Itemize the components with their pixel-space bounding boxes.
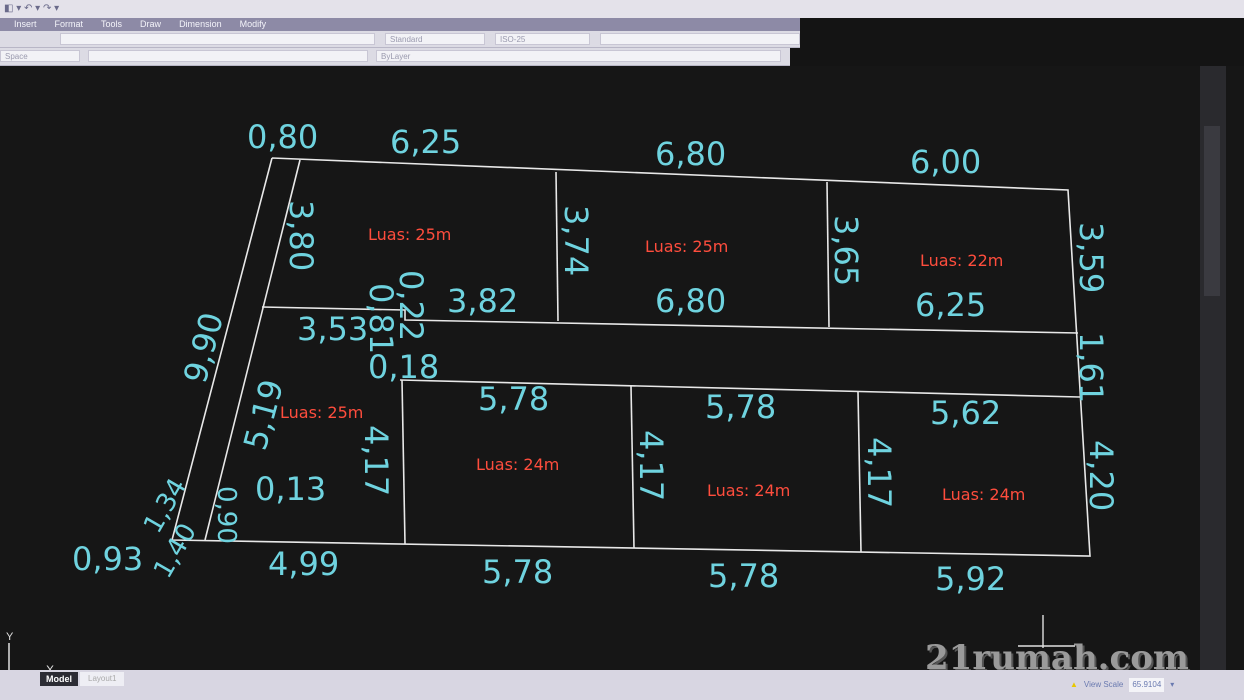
dimension-label: 5,92	[935, 560, 1006, 598]
dimension-label: 0,22	[392, 270, 430, 341]
dimension-label: 4,17	[860, 437, 898, 508]
toolbar-row-1: Standard ISO-25	[0, 31, 800, 48]
dimension-label: 0,80	[247, 118, 318, 156]
dim-style-select[interactable]: ISO-25	[495, 33, 590, 45]
lot-area-label: Luas: 25m	[645, 237, 728, 256]
ucs-y-label: Y	[6, 631, 14, 643]
quick-access-icons[interactable]: ◧ ▾ ↶ ▾ ↷ ▾	[4, 3, 60, 14]
text-style-select[interactable]: Standard	[385, 33, 485, 45]
view-scale-label: View Scale	[1083, 680, 1124, 689]
drawing-canvas[interactable]: 0,80 6,25 6,80 6,00 3,80 3,74 3,65 3,59 …	[0, 66, 1244, 670]
lot-area-label: Luas: 24m	[707, 481, 790, 500]
lot-area-label: Luas: 25m	[280, 403, 363, 422]
dimension-label: 0,81	[362, 283, 400, 354]
dimension-label: 3,74	[557, 205, 595, 276]
dimension-label: 6,00	[910, 143, 981, 181]
status-bar: Model Layout1 ▲ View Scale 65.9104 ▾	[0, 670, 1244, 700]
dimension-label: 3,65	[827, 215, 865, 286]
toolbar-row-2: Space ByLayer	[0, 48, 790, 66]
dimension-label: 5,78	[482, 553, 553, 591]
menu-insert[interactable]: Insert	[14, 19, 37, 29]
row-divider-bottom	[399, 379, 1081, 398]
site-plan-drawing: 0,80 6,25 6,80 6,00 3,80 3,74 3,65 3,59 …	[6, 118, 1120, 670]
dimension-label: 5,62	[930, 394, 1001, 432]
lot-divider	[857, 391, 862, 553]
dimension-label: 6,25	[915, 286, 986, 324]
lot-divider	[401, 379, 406, 545]
dimension-label: 1,61	[1072, 332, 1110, 403]
lot-area-label: Luas: 25m	[368, 225, 451, 244]
ucs-x-label: X	[46, 663, 54, 670]
dimension-label: 4,20	[1082, 440, 1120, 511]
warning-icon: ▲	[1070, 680, 1078, 689]
lot-area-label: Luas: 24m	[942, 485, 1025, 504]
vertical-scrollbar[interactable]	[1200, 66, 1226, 670]
dimension-label: 3,82	[447, 282, 518, 320]
layer-select[interactable]	[88, 50, 368, 62]
dimension-label: 4,17	[632, 430, 670, 501]
dimension-label: 3,80	[282, 200, 320, 271]
menu-tools[interactable]: Tools	[101, 19, 123, 29]
dimension-label: 0,90	[211, 486, 241, 544]
menu-format[interactable]: Format	[54, 19, 84, 29]
lot-area-label: Luas: 22m	[920, 251, 1003, 270]
row-divider-top	[261, 306, 1079, 334]
dimension-label: 0,93	[72, 540, 143, 578]
view-scale-status: ▲ View Scale 65.9104 ▾	[1070, 678, 1174, 692]
menu-dimension[interactable]: Dimension	[179, 19, 222, 29]
dimension-label: 4,99	[268, 545, 339, 583]
view-scale-value[interactable]: 65.9104	[1129, 678, 1165, 692]
menu-bar: Insert Format Tools Draw Dimension Modif…	[0, 18, 800, 31]
dimension-labels: 0,80 6,25 6,80 6,00 3,80 3,74 3,65 3,59 …	[72, 118, 1120, 598]
properties-select[interactable]: ByLayer	[376, 50, 781, 62]
chevron-down-icon[interactable]: ▾	[1170, 680, 1175, 689]
dimension-label: 4,17	[357, 425, 395, 496]
menu-draw[interactable]: Draw	[140, 19, 162, 29]
tab-layout[interactable]: Layout1	[80, 672, 125, 686]
workspace-select[interactable]: Space	[0, 50, 80, 62]
lot-divider	[630, 385, 635, 549]
dimension-label: 5,78	[705, 388, 776, 426]
dimension-label: 5,78	[708, 557, 779, 595]
lot-divider	[555, 171, 559, 322]
tab-model[interactable]: Model	[40, 672, 78, 686]
quick-access-toolbar[interactable]: ◧ ▾ ↶ ▾ ↷ ▾	[0, 0, 1244, 18]
outer-boundary	[170, 157, 1091, 557]
dimension-label: 6,25	[390, 123, 461, 161]
dimension-label: 3,59	[1072, 222, 1110, 293]
dimension-label: 6,80	[655, 135, 726, 173]
lot-area-labels: Luas: 25m Luas: 25m Luas: 22m Luas: 25m …	[280, 225, 1025, 504]
lot-divider	[826, 181, 830, 328]
ucs-icon	[8, 643, 10, 670]
dimension-label: 6,80	[655, 282, 726, 320]
dimension-label: 0,13	[255, 470, 326, 508]
menu-modify[interactable]: Modify	[239, 19, 267, 29]
lot-area-label: Luas: 24m	[476, 455, 559, 474]
plot-lines	[170, 157, 1091, 557]
crosshair-cursor	[1018, 615, 1075, 648]
dimension-label: 9,90	[176, 308, 231, 387]
layer-control[interactable]	[60, 33, 375, 45]
table-style-select[interactable]	[600, 33, 800, 45]
scrollbar-thumb[interactable]	[1204, 126, 1220, 296]
dimension-label: 0,18	[368, 348, 439, 386]
side-strip-line	[204, 159, 301, 541]
dimension-label: 3,53	[297, 310, 368, 348]
dimension-label: 5,78	[478, 380, 549, 418]
